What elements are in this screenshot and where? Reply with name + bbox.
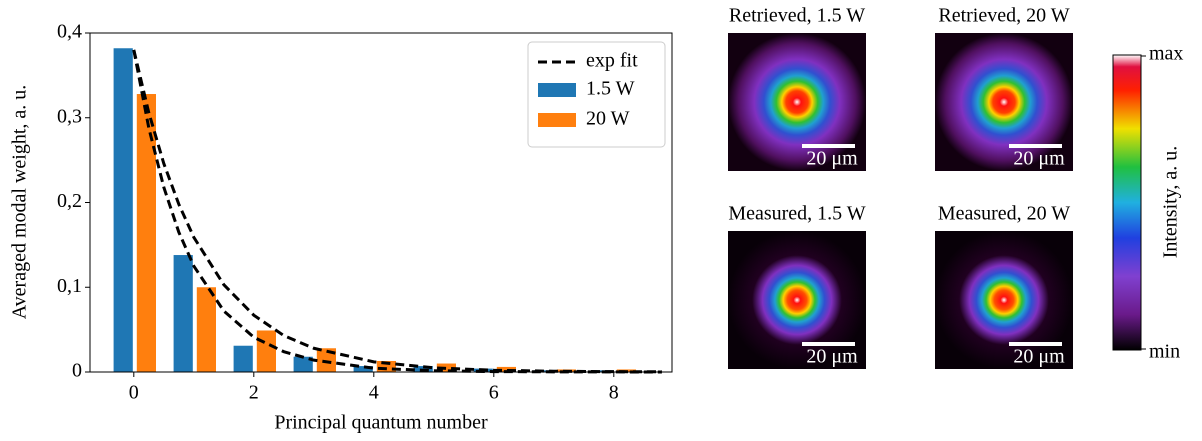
legend-swatch	[538, 83, 576, 97]
panel-title: Measured, 1.5 W	[728, 203, 865, 225]
chart: Averaged modal weight, a. u. Principal q…	[0, 0, 1202, 441]
legend-label: 20 W	[586, 108, 630, 130]
x-tick-label: 6	[489, 382, 499, 404]
y-axis-label: Averaged modal weight, a. u.	[9, 85, 31, 320]
bar	[234, 346, 253, 372]
y-tick-label: 0,3	[57, 105, 82, 127]
panel-title: Retrieved, 20 W	[938, 5, 1069, 27]
y-tick-label: 0,4	[57, 21, 82, 43]
scale-label: 20 μm	[1013, 346, 1065, 368]
x-tick-label: 0	[129, 382, 139, 404]
x-tick-label: 8	[609, 382, 619, 404]
x-axis-label: Principal quantum number	[274, 412, 488, 434]
y-tick-label: 0,2	[57, 190, 82, 212]
legend-label: 1.5 W	[586, 78, 635, 100]
scale-label: 20 μm	[806, 148, 858, 170]
bar	[174, 255, 193, 372]
bar	[257, 330, 276, 372]
colorbar-label: Intensity, a. u.	[1160, 146, 1182, 259]
legend-swatch	[538, 113, 576, 127]
panel-title: Measured, 20 W	[938, 203, 1070, 225]
bar	[197, 287, 216, 372]
scale-label: 20 μm	[806, 346, 858, 368]
colorbar-min: min	[1149, 341, 1180, 363]
page: Averaged modal weight, a. u. Principal q…	[0, 0, 1202, 441]
x-tick-label: 2	[249, 382, 259, 404]
scale-label: 20 μm	[1013, 148, 1065, 170]
legend-label: exp fit	[586, 50, 638, 72]
colorbar	[1113, 55, 1141, 350]
panel-title: Retrieved, 1.5 W	[729, 5, 865, 27]
colorbar-max: max	[1149, 43, 1183, 65]
bar	[137, 94, 156, 372]
x-tick-label: 4	[369, 382, 379, 404]
y-tick-label: 0	[72, 360, 82, 382]
y-tick-label: 0,1	[57, 275, 82, 297]
bar	[114, 48, 133, 372]
